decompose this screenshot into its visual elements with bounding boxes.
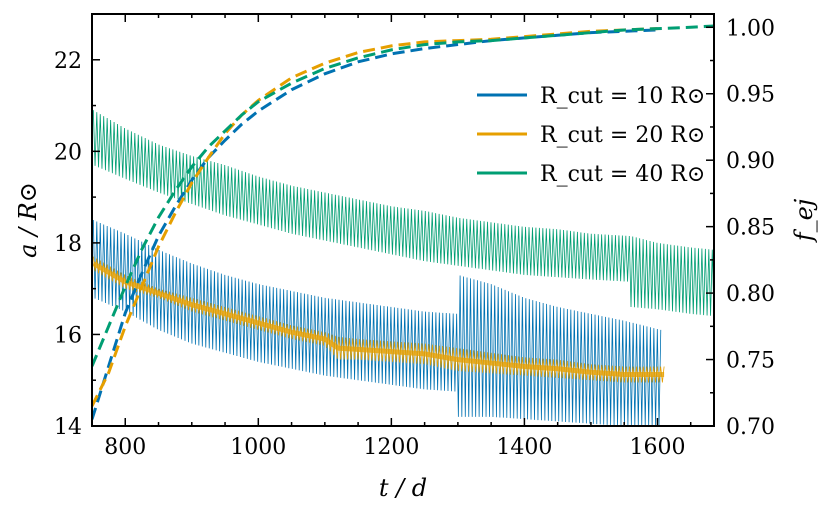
y-left-tick-label: 16 xyxy=(54,323,82,348)
legend-label-10: R_cut = 10 R⊙ xyxy=(540,84,705,109)
y-right-tick-label: 0.80 xyxy=(726,282,775,307)
legend: R_cut = 10 R⊙ R_cut = 20 R⊙ R_cut = 40 R… xyxy=(477,84,705,187)
legend-label-40: R_cut = 40 R⊙ xyxy=(540,162,705,187)
x-tick-label: 1000 xyxy=(230,435,286,460)
y-right-tick-label: 0.75 xyxy=(726,349,775,374)
y-right-tick-label: 0.90 xyxy=(726,149,775,174)
band-series-20 xyxy=(92,256,665,383)
plot-area xyxy=(92,24,714,426)
x-tick-label: 1400 xyxy=(496,435,552,460)
x-tick-label: 1200 xyxy=(363,435,419,460)
x-tick-label: 1600 xyxy=(629,435,685,460)
band-mean-20 xyxy=(92,261,665,377)
y-right-tick-label: 0.85 xyxy=(726,216,775,241)
y-left-tick-label: 22 xyxy=(54,49,82,74)
y-right-tick-label: 0.70 xyxy=(726,415,775,440)
y-left-tick-label: 18 xyxy=(54,232,82,257)
y-left-tick-label: 20 xyxy=(54,140,82,165)
plot-frame xyxy=(91,13,715,427)
fej-line-10 xyxy=(92,28,658,420)
y-axis-label-right: f_ej xyxy=(790,198,818,243)
x-axis-label: t / d xyxy=(379,474,427,502)
y-right-tick-label: 0.95 xyxy=(726,83,775,108)
x-tick-label: 800 xyxy=(104,435,146,460)
y-right-tick-label: 1.00 xyxy=(726,16,775,41)
y-axis-label-left: a / R⊙ xyxy=(14,182,42,258)
y-left-tick-label: 14 xyxy=(54,415,82,440)
band-series-10 xyxy=(92,219,662,426)
fej-line-40 xyxy=(92,24,714,367)
band-series-40 xyxy=(92,110,714,317)
axis-ticks: 800 1000 1200 1400 1600 14 16 18 20 22 0.70 0.75 0.8… xyxy=(54,13,775,460)
legend-label-20: R_cut = 20 R⊙ xyxy=(540,123,705,148)
